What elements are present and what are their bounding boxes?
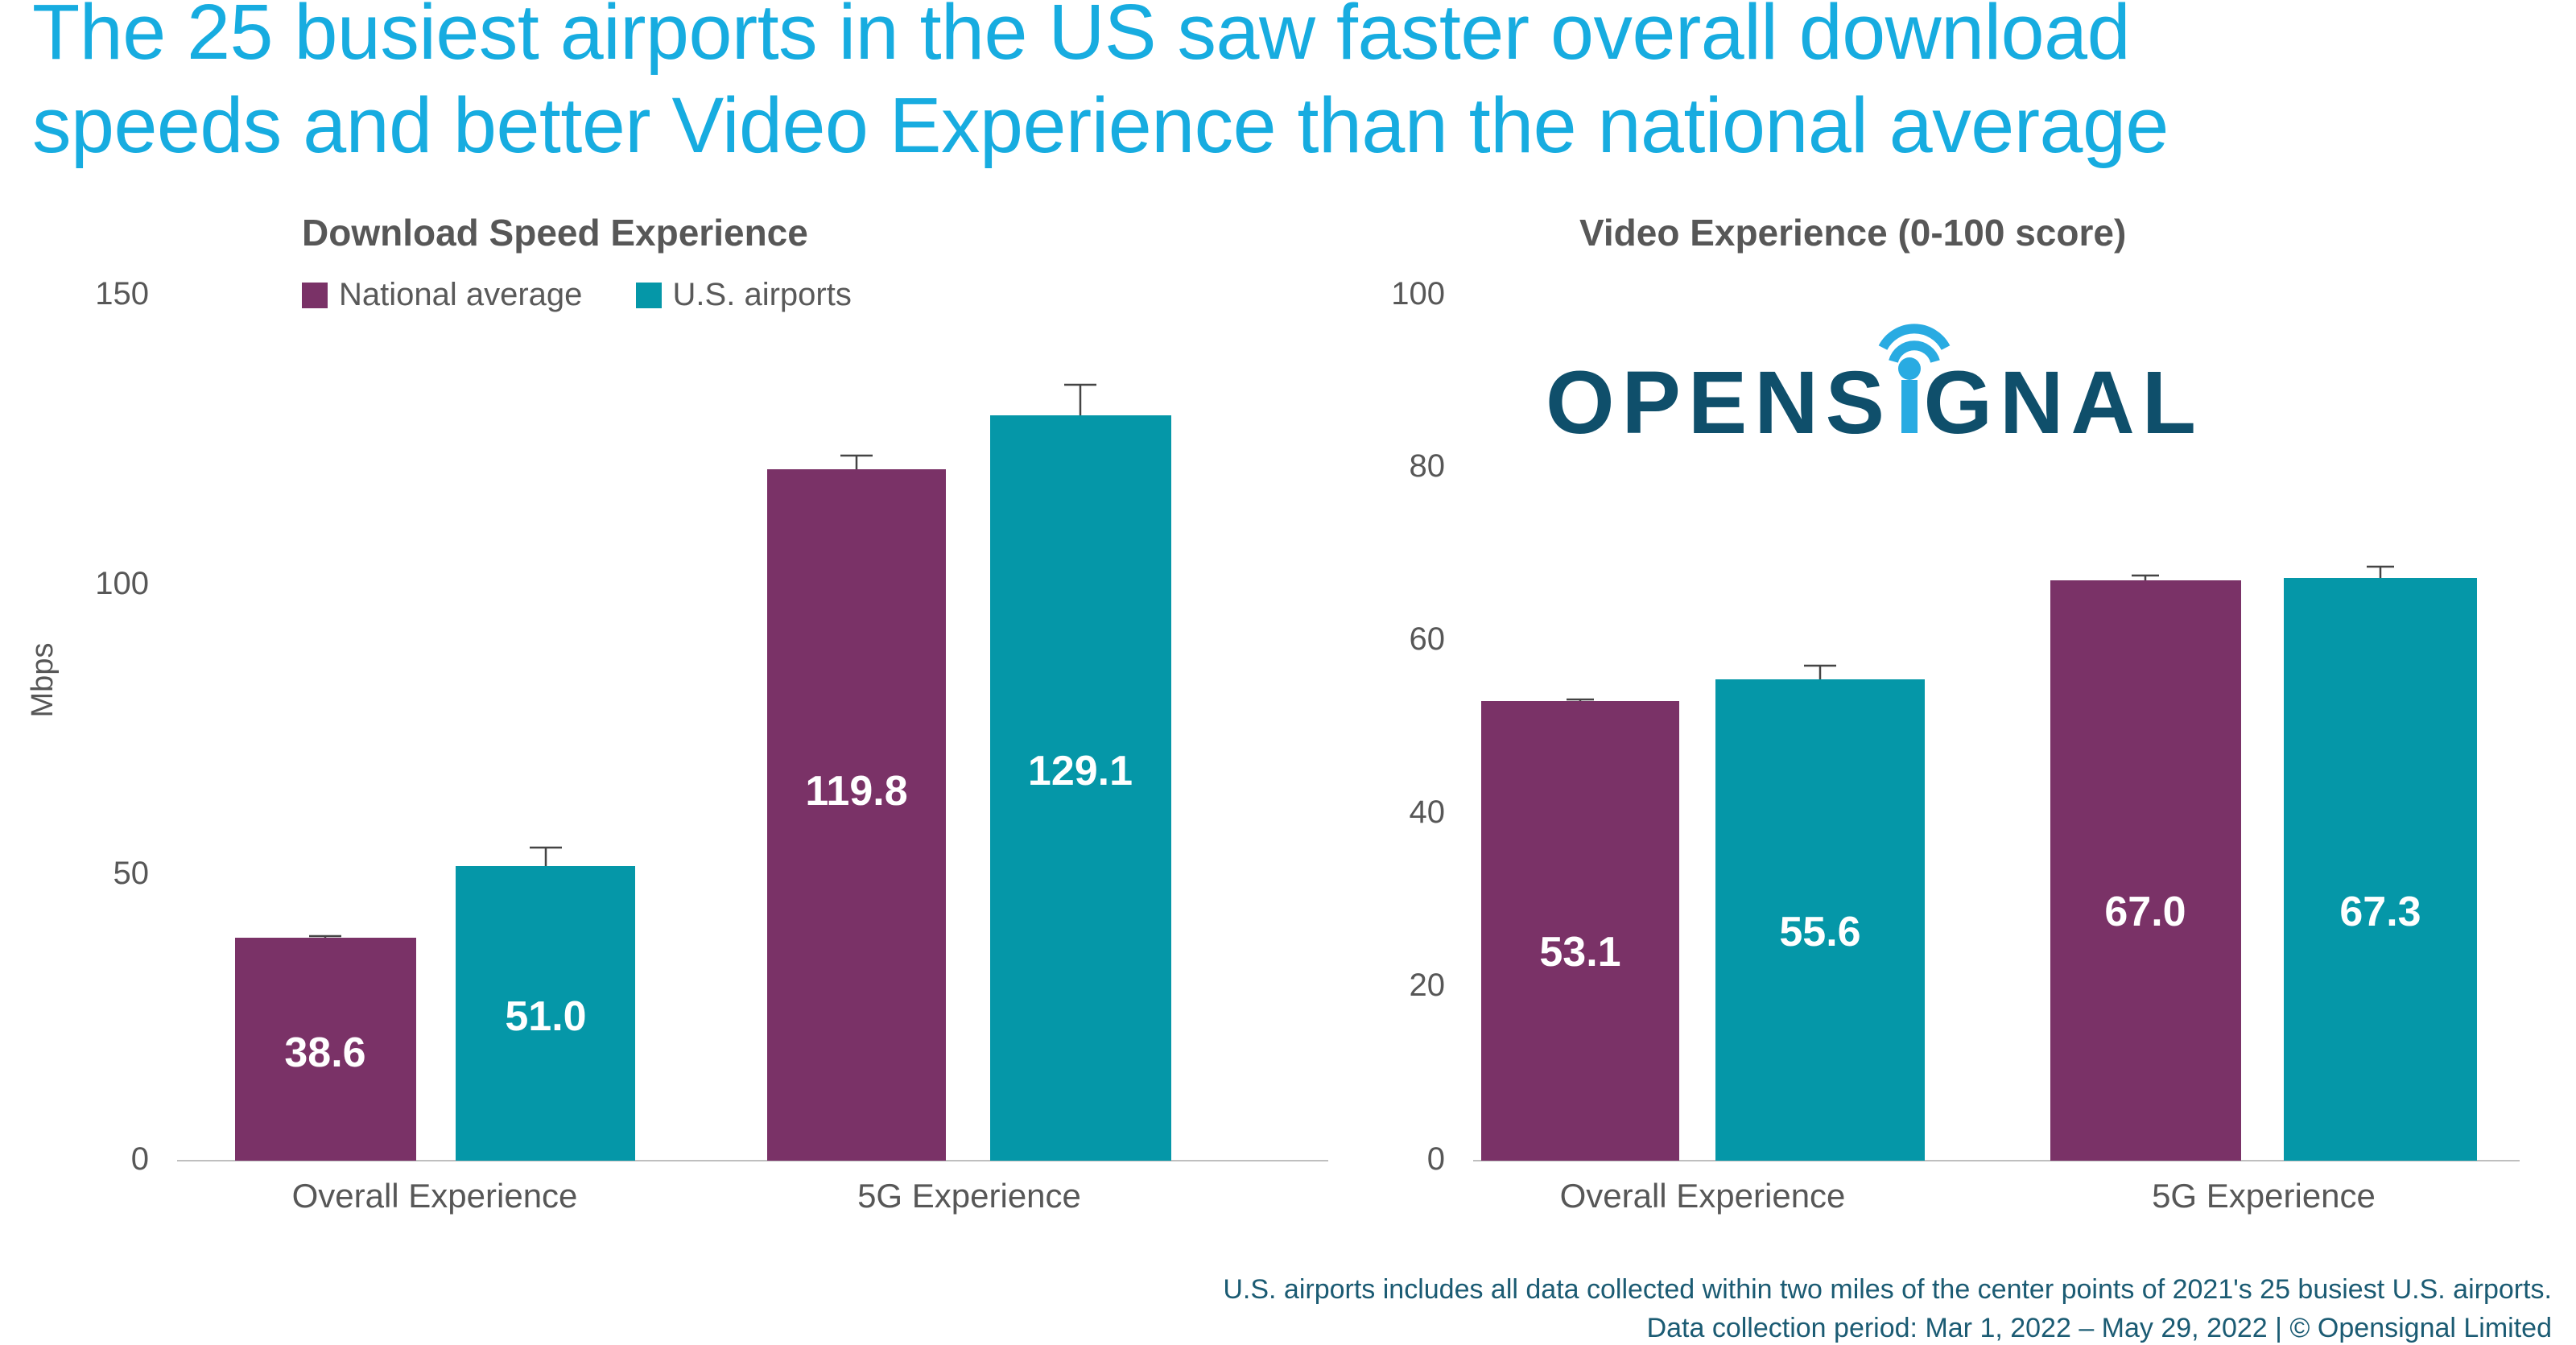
svg-text:0: 0: [1427, 1141, 1445, 1177]
svg-text:G: G: [1924, 353, 1993, 452]
svg-text:67.0: 67.0: [2104, 889, 2186, 935]
svg-text:Overall Experience: Overall Experience: [1560, 1177, 1846, 1215]
svg-text:A: A: [2070, 353, 2134, 452]
svg-text:S: S: [1826, 353, 1885, 452]
svg-text:55.6: 55.6: [1779, 909, 1860, 955]
svg-text:60: 60: [1410, 621, 1446, 657]
svg-text:Overall Experience: Overall Experience: [292, 1177, 578, 1215]
svg-text:5G Experience: 5G Experience: [857, 1177, 1081, 1215]
svg-text:67.3: 67.3: [2339, 889, 2421, 935]
svg-text:53.1: 53.1: [1539, 929, 1620, 976]
svg-text:P: P: [1622, 353, 1681, 452]
svg-text:L: L: [2142, 353, 2196, 452]
svg-text:100: 100: [95, 566, 149, 601]
svg-text:E: E: [1688, 353, 1747, 452]
svg-text:0: 0: [131, 1141, 149, 1177]
svg-text:O: O: [1546, 353, 1615, 452]
svg-text:Mbps: Mbps: [26, 643, 60, 718]
svg-text:N: N: [2000, 353, 2063, 452]
svg-text:119.8: 119.8: [805, 768, 907, 815]
svg-text:20: 20: [1410, 967, 1446, 1003]
svg-text:80: 80: [1410, 448, 1446, 484]
svg-text:100: 100: [1391, 276, 1445, 311]
svg-text:40: 40: [1410, 794, 1446, 830]
svg-text:50: 50: [114, 856, 150, 891]
svg-text:129.1: 129.1: [1028, 748, 1133, 794]
svg-text:150: 150: [95, 276, 149, 311]
svg-text:38.6: 38.6: [284, 1029, 365, 1076]
svg-text:N: N: [1754, 353, 1818, 452]
svg-text:5G Experience: 5G Experience: [2152, 1177, 2376, 1215]
svg-text:51.0: 51.0: [505, 993, 586, 1040]
